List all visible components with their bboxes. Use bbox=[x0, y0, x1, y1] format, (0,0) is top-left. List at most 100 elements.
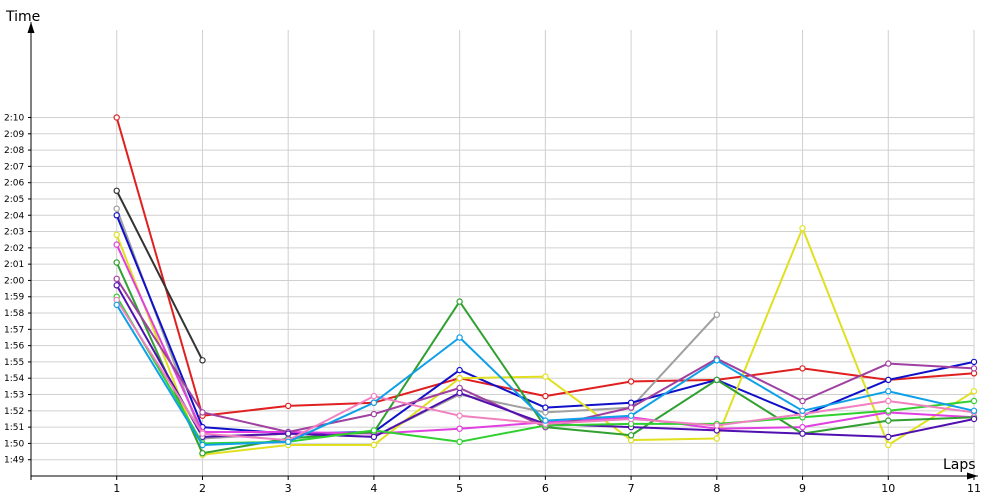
y-tick-label: 1:59 bbox=[4, 293, 24, 303]
y-tick-label: 2:00 bbox=[4, 276, 24, 286]
data-point bbox=[285, 438, 292, 445]
y-axis-label: Time bbox=[5, 9, 40, 25]
y-tick-label: 2:06 bbox=[4, 179, 24, 189]
data-point bbox=[542, 404, 549, 411]
data-point bbox=[885, 441, 892, 449]
data-point bbox=[970, 415, 978, 423]
data-point bbox=[542, 392, 549, 400]
data-point bbox=[970, 397, 978, 405]
axes: Time Laps bbox=[5, 9, 978, 480]
data-point bbox=[970, 365, 978, 372]
data-point bbox=[799, 423, 806, 431]
data-point bbox=[113, 301, 120, 309]
data-point bbox=[113, 187, 120, 194]
data-point bbox=[627, 378, 635, 385]
y-tick-label: 2:09 bbox=[4, 130, 24, 140]
grid-lines bbox=[31, 30, 975, 476]
data-point bbox=[370, 427, 378, 434]
data-point bbox=[113, 259, 120, 266]
data-point bbox=[799, 430, 806, 437]
data-point bbox=[370, 410, 378, 418]
y-tick-label: 1:53 bbox=[4, 391, 24, 401]
data-point bbox=[713, 422, 721, 429]
x-tick-label: 6 bbox=[542, 482, 549, 495]
data-point bbox=[627, 404, 635, 411]
data-point bbox=[456, 375, 463, 382]
data-point bbox=[885, 433, 892, 441]
x-tick-label: 7 bbox=[628, 482, 635, 495]
series-line-2 bbox=[115, 190, 204, 361]
data-point bbox=[370, 392, 378, 400]
data-point bbox=[885, 397, 892, 405]
x-tick-label: 4 bbox=[370, 482, 377, 495]
data-point bbox=[113, 282, 120, 289]
x-tick-label: 10 bbox=[881, 482, 895, 495]
x-tick-label: 9 bbox=[799, 482, 806, 495]
data-point bbox=[885, 388, 892, 395]
data-point bbox=[456, 298, 463, 305]
y-tick-label: 2:05 bbox=[4, 195, 24, 205]
data-point bbox=[456, 438, 463, 445]
data-point bbox=[799, 365, 806, 372]
data-point bbox=[542, 417, 549, 424]
x-tick-label: 2 bbox=[199, 482, 206, 495]
data-point bbox=[713, 435, 721, 442]
data-point bbox=[885, 376, 892, 384]
y-axis-arrow bbox=[27, 22, 35, 33]
data-point bbox=[285, 402, 292, 410]
y-tick-label: 1:56 bbox=[4, 342, 24, 352]
data-point bbox=[113, 212, 120, 219]
y-tick-labels: 1:49 1:50 1:51 1:52 1:53 1:54 1:55 1:56 1:57 1:58… bbox=[4, 113, 31, 466]
x-tick-label: 1 bbox=[113, 482, 120, 495]
y-tick-label: 1:49 bbox=[4, 456, 24, 466]
data-point bbox=[799, 407, 806, 414]
data-point bbox=[885, 407, 892, 414]
data-point bbox=[799, 397, 806, 405]
y-tick-label: 1:51 bbox=[4, 423, 24, 433]
y-tick-label: 1:57 bbox=[4, 325, 24, 335]
data-point bbox=[456, 412, 463, 419]
y-tick-label: 2:04 bbox=[4, 211, 24, 221]
data-point bbox=[799, 225, 806, 232]
data-point bbox=[970, 358, 978, 366]
y-tick-label: 2:07 bbox=[4, 162, 24, 172]
data-point bbox=[370, 433, 378, 441]
data-point bbox=[542, 373, 549, 380]
data-point bbox=[199, 441, 206, 449]
data-point bbox=[113, 231, 120, 238]
data-point bbox=[885, 360, 892, 367]
data-point bbox=[199, 430, 206, 437]
y-tick-label: 2:08 bbox=[4, 146, 24, 156]
y-tick-label: 2:01 bbox=[4, 260, 24, 270]
data-point bbox=[456, 366, 463, 374]
y-tick-label: 2:03 bbox=[4, 228, 24, 238]
data-point bbox=[627, 432, 635, 439]
data-point bbox=[456, 425, 463, 432]
x-tick-label: 11 bbox=[967, 482, 981, 495]
data-point bbox=[370, 441, 378, 449]
y-tick-label: 1:52 bbox=[4, 407, 24, 417]
x-axis-label: Laps bbox=[943, 457, 976, 473]
data-point bbox=[885, 417, 892, 424]
data-point bbox=[713, 311, 721, 318]
data-point bbox=[199, 409, 206, 416]
data-point bbox=[970, 407, 978, 414]
data-point bbox=[713, 357, 721, 364]
data-point bbox=[285, 430, 292, 437]
data-point bbox=[113, 275, 120, 282]
y-tick-label: 1:54 bbox=[4, 374, 24, 384]
y-tick-label: 1:55 bbox=[4, 358, 24, 368]
data-point bbox=[199, 357, 206, 364]
x-tick-labels: 1 2 3 4 5 6 7 8 9 10 11 bbox=[30, 476, 981, 495]
data-point bbox=[113, 205, 120, 212]
data-point bbox=[456, 334, 463, 341]
x-tick-label: 8 bbox=[713, 482, 720, 495]
series-lines bbox=[113, 114, 978, 458]
data-point bbox=[113, 114, 120, 121]
data-point bbox=[113, 241, 120, 248]
data-point bbox=[713, 376, 721, 384]
data-point bbox=[970, 388, 978, 395]
x-axis-arrow bbox=[967, 472, 978, 480]
data-point bbox=[199, 450, 206, 457]
